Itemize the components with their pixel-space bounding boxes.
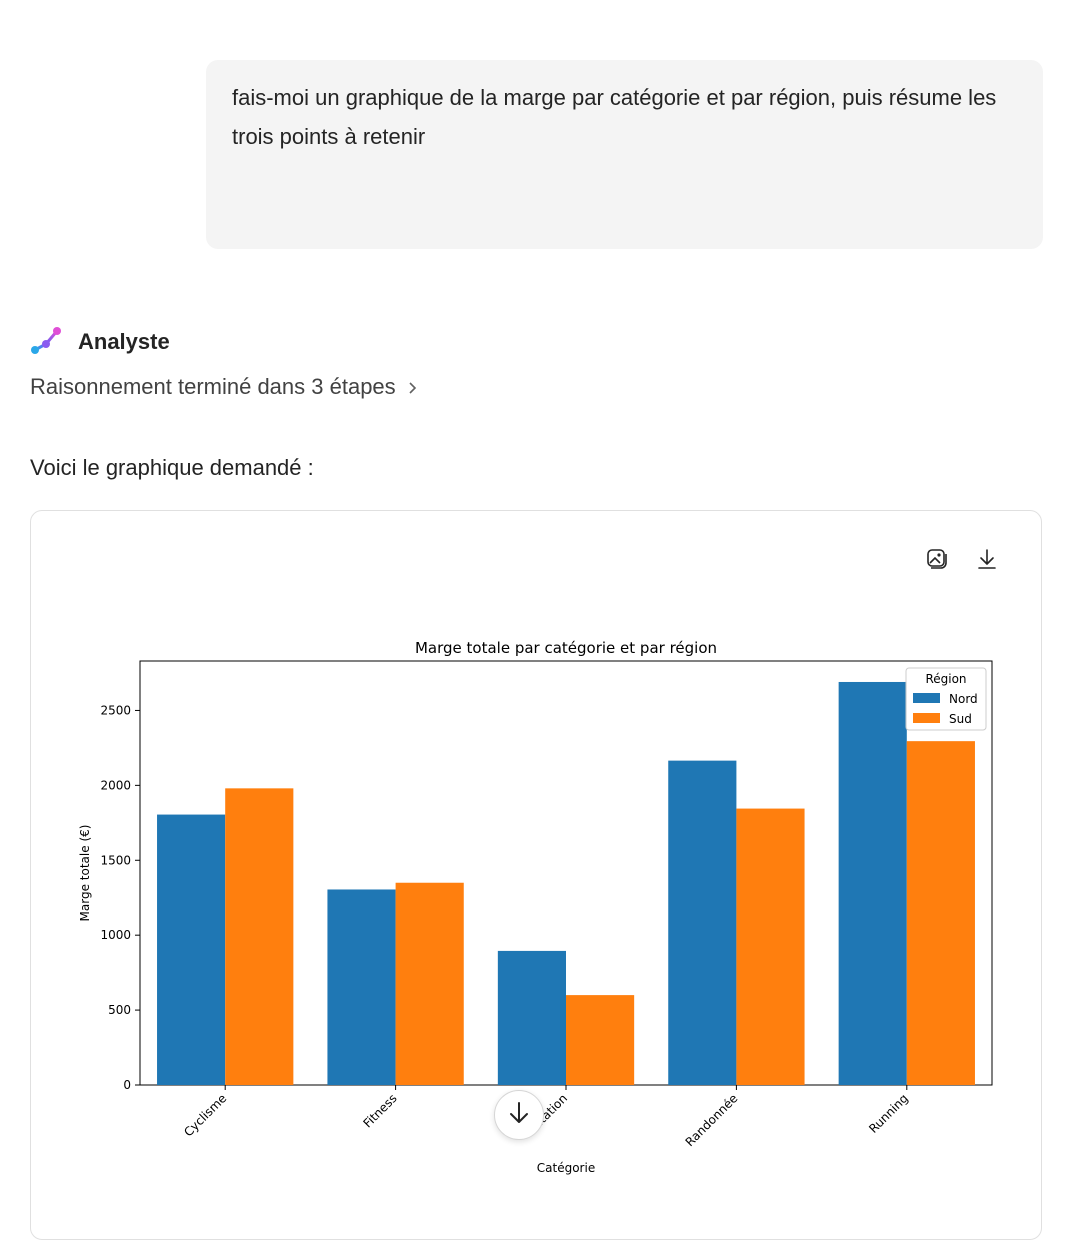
legend-swatch-sud — [913, 713, 940, 723]
image-icon[interactable] — [923, 545, 951, 573]
scroll-to-bottom-button[interactable] — [494, 1090, 544, 1140]
chevron-right-icon — [408, 379, 418, 400]
x-tick-label: Cyclisme — [181, 1091, 229, 1139]
x-tick-label: Fitness — [360, 1091, 399, 1130]
legend-label-nord: Nord — [949, 692, 978, 706]
x-tick-label: Running — [866, 1091, 911, 1136]
bar-nord-2 — [497, 950, 566, 1085]
user-message-text: fais-moi un graphique de la marge par ca… — [232, 85, 997, 149]
bar-sud-2 — [566, 995, 635, 1085]
x-axis-label: Catégorie — [537, 1161, 595, 1175]
chart-legend: Région Nord Sud — [905, 667, 987, 731]
bar-sud-1 — [395, 882, 464, 1085]
y-tick-label: 500 — [108, 1003, 131, 1017]
x-tick-label: Randonnée — [683, 1091, 741, 1149]
y-tick-label: 1000 — [100, 928, 131, 942]
arrow-down-icon — [507, 1100, 531, 1131]
analyst-logo-icon — [30, 325, 64, 360]
legend-swatch-nord — [913, 693, 940, 703]
bar-nord-0 — [157, 814, 226, 1085]
bar-sud-4 — [906, 741, 975, 1085]
y-axis-label: Marge totale (€) — [78, 825, 92, 922]
agent-intro-text: Voici le graphique demandé : — [30, 455, 314, 480]
y-tick-label: 2000 — [100, 778, 131, 792]
reasoning-summary-label: Raisonnement terminé dans 3 étapes — [30, 374, 396, 399]
bar-sud-0 — [225, 788, 294, 1085]
agent-header: Analyste — [30, 326, 170, 358]
agent-name: Analyste — [78, 329, 170, 354]
y-tick-label: 2500 — [100, 703, 131, 717]
reasoning-summary-toggle[interactable]: Raisonnement terminé dans 3 étapes — [30, 374, 418, 400]
bar-sud-3 — [736, 808, 805, 1085]
chart-toolbar — [923, 545, 1001, 573]
y-tick-label: 0 — [123, 1078, 131, 1092]
bar-nord-1 — [327, 889, 396, 1085]
chart-title: Marge totale par catégorie et par région — [415, 639, 717, 657]
y-tick-label: 1500 — [100, 853, 131, 867]
user-message-bubble: fais-moi un graphique de la marge par ca… — [206, 60, 1043, 249]
legend-title: Région — [925, 672, 966, 686]
legend-label-sud: Sud — [949, 712, 972, 726]
bar-nord-4 — [838, 681, 907, 1085]
download-icon[interactable] — [973, 545, 1001, 573]
bar-nord-3 — [668, 760, 737, 1085]
